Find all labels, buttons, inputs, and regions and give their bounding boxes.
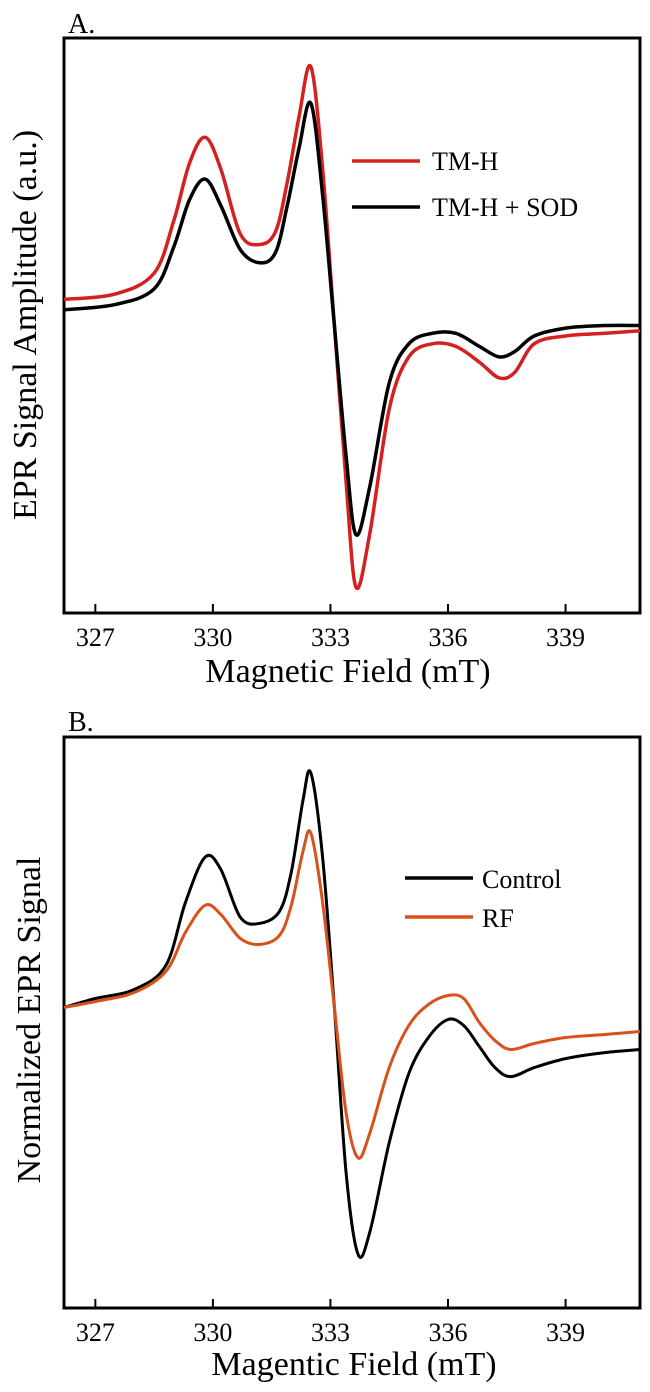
panel-a-xtick-label: 336 [429,623,468,652]
panel-a-xtick-label: 330 [193,623,232,652]
series-line-rf [63,829,641,1160]
legend-label-tm-h: TM-H [432,147,499,176]
panel-a-xtick-label: 327 [76,623,115,652]
panel-b: B. 327 330 333 336 339 Magentic Field (mT) N… [11,707,642,1383]
panel-a-xlabel: Magnetic Field (mT) [205,653,490,690]
legend-label-control: Control [482,865,561,894]
panel-b-xtick-label: 336 [429,1318,468,1347]
panel-b-xtick-label: 330 [193,1318,232,1347]
panel-a: A. 327 330 333 336 339 Magnetic Field (mT) E… [7,9,642,690]
legend-label-tm-h-sod: TM-H + SOD [432,193,578,222]
panel-b-xtick-label: 333 [311,1318,350,1347]
panel-a-legend: TM-H TM-H + SOD [352,147,578,222]
panel-b-xtick-label: 339 [546,1318,585,1347]
panel-a-xtick-label: 333 [311,623,350,652]
panel-b-legend: Control RF [405,865,561,933]
panel-b-label: B. [68,707,94,738]
legend-label-rf: RF [482,904,514,933]
panel-b-xtick-label: 327 [76,1318,115,1347]
panel-b-xlabel: Magentic Field (mT) [211,1346,496,1383]
panel-a-xtick-label: 339 [546,623,585,652]
panel-b-ylabel: Normalized EPR Signal [11,857,48,1184]
panel-b-frame [62,735,642,1310]
panel-a-ylabel: EPR Signal Amplitude (a.u.) [7,130,44,520]
panel-a-label: A. [68,9,95,40]
series-line-control [63,769,641,1259]
series-line-tm-h-sod [63,100,641,537]
